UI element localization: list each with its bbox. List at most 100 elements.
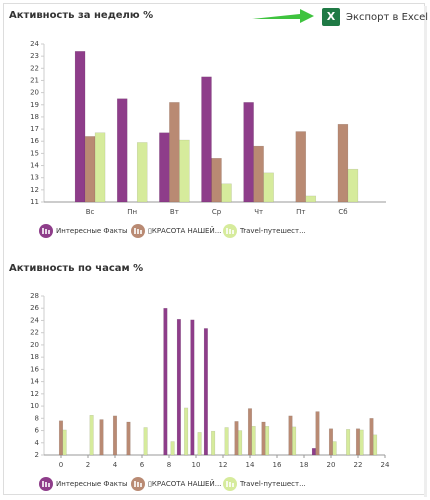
bar xyxy=(126,421,131,456)
bar xyxy=(163,307,168,456)
y-tick-label: 17 xyxy=(30,125,39,133)
legend-swatch-glyph xyxy=(48,483,50,487)
legend-swatch-glyph xyxy=(226,481,228,487)
x-tick-label: 24 xyxy=(381,461,390,469)
bar xyxy=(224,427,229,456)
legend-swatch-glyph xyxy=(229,229,231,234)
bar xyxy=(369,418,374,456)
bar xyxy=(170,441,175,456)
y-tick-label: 8 xyxy=(35,414,39,422)
y-tick-label: 4 xyxy=(35,439,40,447)
x-tick-label: Ср xyxy=(212,208,222,216)
y-tick-label: 20 xyxy=(30,89,39,97)
bar xyxy=(265,426,270,456)
arrow xyxy=(252,9,314,23)
bar xyxy=(328,428,334,456)
x-tick-label: 14 xyxy=(246,461,255,469)
legend-swatch-glyph xyxy=(45,229,47,234)
bar xyxy=(99,419,104,456)
panel xyxy=(3,3,425,495)
x-tick-label: Сб xyxy=(338,208,347,216)
legend-item[interactable]: Travel-путешест... xyxy=(223,224,306,238)
bar xyxy=(159,132,170,203)
bar xyxy=(263,172,274,203)
legend-swatch-glyph xyxy=(140,230,142,234)
bar xyxy=(253,145,264,203)
y-tick-label: 14 xyxy=(30,162,39,170)
bar xyxy=(355,428,361,456)
bar xyxy=(74,51,86,203)
x-tick-label: 22 xyxy=(354,461,363,469)
bar xyxy=(347,168,359,203)
x-tick-label: Вт xyxy=(170,208,179,216)
legend-item[interactable]: ▯КРАСОТА НАШЕЙ... xyxy=(131,477,221,491)
bar xyxy=(197,432,202,456)
legend-swatch-glyph xyxy=(226,228,228,234)
bar xyxy=(234,421,239,456)
export-button[interactable]: X Экспорт в Excel xyxy=(252,8,428,26)
legend-item[interactable]: Travel-путешест... xyxy=(223,477,306,491)
x-tick-label: 4 xyxy=(113,461,118,469)
y-tick-label: 18 xyxy=(30,113,39,121)
bar xyxy=(373,434,378,456)
y-tick-label: 19 xyxy=(30,101,39,109)
legend-item[interactable]: Интересные Факты xyxy=(39,224,128,238)
bar xyxy=(201,76,212,203)
x-tick-label: Вс xyxy=(86,208,95,216)
bar xyxy=(112,415,118,456)
x-tick-label: 6 xyxy=(140,461,145,469)
y-tick-label: 12 xyxy=(30,186,39,194)
legend-swatch-glyph xyxy=(134,228,136,234)
y-tick-label: 24 xyxy=(30,316,39,324)
x-tick-label: 8 xyxy=(167,461,171,469)
bar xyxy=(305,195,317,203)
bar xyxy=(315,411,320,456)
y-tick-label: 24 xyxy=(30,40,39,48)
legend-swatch-glyph xyxy=(232,483,234,487)
legend-item[interactable]: Интересные Факты xyxy=(39,477,128,491)
x-tick-label: 18 xyxy=(300,461,309,469)
y-tick-label: 22 xyxy=(30,329,39,337)
x-tick-label: 0 xyxy=(59,461,63,469)
legend-swatch-glyph xyxy=(42,228,44,234)
bar xyxy=(179,139,190,203)
bar xyxy=(238,430,243,456)
x-tick-label: Пт xyxy=(296,208,305,216)
bar xyxy=(84,136,96,203)
export-label[interactable]: Экспорт в Excel xyxy=(346,12,428,23)
panel-shadow xyxy=(424,6,427,497)
legend-swatch-glyph xyxy=(137,482,139,487)
y-tick-label: 16 xyxy=(30,365,39,373)
bar xyxy=(58,420,64,456)
y-tick-label: 16 xyxy=(30,137,39,145)
bar xyxy=(143,427,148,456)
y-tick-label: 13 xyxy=(30,174,39,182)
y-tick-label: 26 xyxy=(30,304,39,312)
y-tick-label: 21 xyxy=(30,76,39,84)
legend-label: ▯КРАСОТА НАШЕЙ... xyxy=(148,226,221,235)
bar xyxy=(190,319,195,456)
chart-title: Активность по часам % xyxy=(9,263,143,274)
x-tick-label: 12 xyxy=(219,461,228,469)
bar xyxy=(211,430,216,456)
bar xyxy=(311,448,316,456)
bar xyxy=(94,132,106,203)
y-tick-label: 18 xyxy=(30,353,39,361)
bar xyxy=(203,328,208,456)
x-tick-label: 20 xyxy=(327,461,336,469)
legend-label: Travel-путешест... xyxy=(239,480,306,488)
bar xyxy=(337,123,349,203)
legend-item[interactable]: ▯КРАСОТА НАШЕЙ... xyxy=(131,224,221,238)
bar xyxy=(89,415,94,456)
legend-swatch-glyph xyxy=(137,229,139,234)
legend-label: ▯КРАСОТА НАШЕЙ... xyxy=(148,479,221,488)
x-tick-label: 10 xyxy=(192,461,201,469)
x-tick-label: Чт xyxy=(254,208,263,216)
bar xyxy=(359,429,364,456)
y-tick-label: 11 xyxy=(30,198,39,206)
bar xyxy=(243,102,254,203)
legend-swatch-glyph xyxy=(229,482,231,487)
bar xyxy=(251,426,256,456)
bar xyxy=(169,102,180,203)
